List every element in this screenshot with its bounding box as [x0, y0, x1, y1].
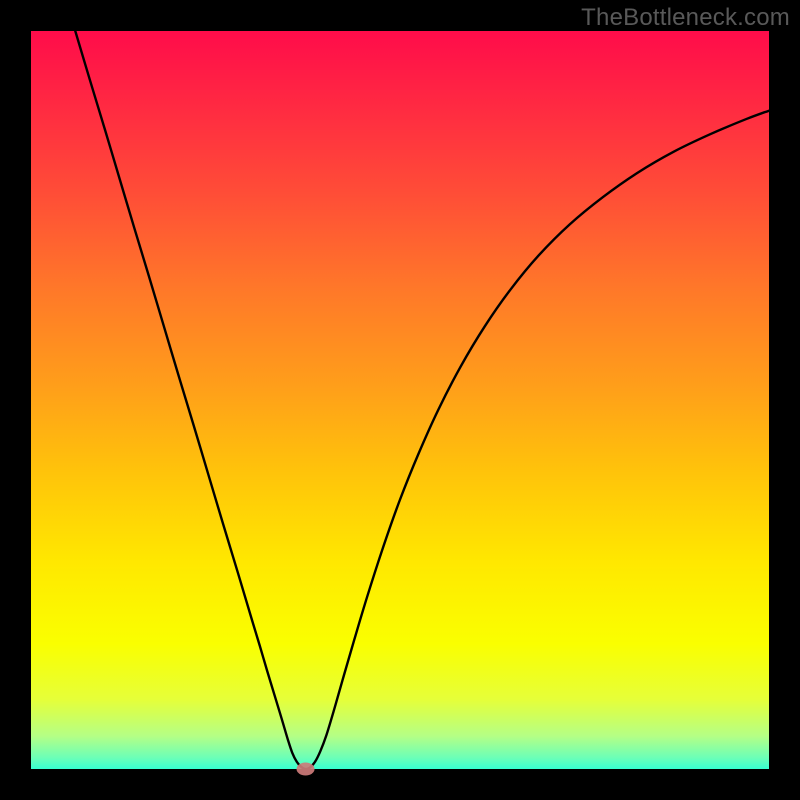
plot-background — [31, 31, 769, 769]
optimum-marker — [297, 763, 315, 776]
chart-container: TheBottleneck.com — [0, 0, 800, 800]
bottleneck-chart — [0, 0, 800, 800]
watermark-text: TheBottleneck.com — [581, 4, 790, 32]
